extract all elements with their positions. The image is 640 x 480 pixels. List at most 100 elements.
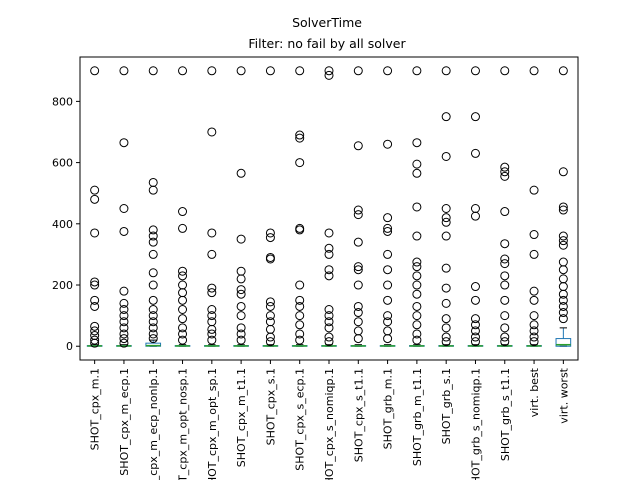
flier	[90, 280, 100, 290]
flier	[412, 231, 422, 241]
flier	[470, 148, 480, 158]
flier	[412, 271, 422, 281]
flier	[412, 320, 422, 330]
chart-title: SolverTime	[292, 15, 362, 30]
flier	[470, 282, 480, 292]
flier	[207, 66, 217, 76]
chart-subtitle: Filter: no fail by all solver	[248, 36, 406, 51]
flier	[236, 168, 246, 178]
flier	[441, 66, 451, 76]
flier	[412, 311, 422, 321]
flier	[441, 314, 451, 324]
flier	[148, 329, 158, 339]
flier	[119, 334, 129, 344]
flier	[529, 295, 539, 305]
flier	[500, 311, 510, 321]
flier	[558, 231, 568, 241]
flier	[470, 337, 480, 347]
flier	[500, 171, 510, 181]
flier	[353, 262, 363, 272]
flier	[441, 151, 451, 161]
flier	[412, 138, 422, 148]
flier	[470, 295, 480, 305]
flier	[558, 295, 568, 305]
flier	[412, 289, 422, 299]
flier	[412, 202, 422, 212]
flier	[470, 332, 480, 342]
plot-frame	[79, 56, 579, 361]
flier	[119, 329, 129, 339]
flier	[265, 233, 275, 243]
flier	[412, 168, 422, 178]
flier	[265, 254, 275, 264]
flier	[353, 141, 363, 151]
flier	[324, 305, 334, 314]
flier	[383, 311, 393, 321]
flier	[90, 66, 100, 76]
flier	[470, 112, 480, 122]
x-tick-label: SHOT_cpx_m_t1.1	[235, 368, 248, 467]
flier	[383, 265, 393, 275]
y-tick-label: 200	[52, 279, 73, 292]
flier	[324, 243, 334, 253]
flier	[383, 280, 393, 290]
flier	[353, 205, 363, 215]
flier	[148, 231, 158, 241]
flier	[324, 70, 334, 80]
flier	[470, 326, 480, 336]
flier	[412, 335, 422, 345]
flier	[353, 317, 363, 327]
flier	[558, 314, 568, 324]
flier	[90, 335, 100, 345]
flier	[295, 335, 305, 345]
flier	[207, 228, 217, 238]
flier	[265, 297, 275, 307]
flier	[324, 271, 334, 281]
flier	[265, 228, 275, 238]
flier	[265, 311, 275, 321]
flier	[295, 320, 305, 330]
flier	[324, 337, 334, 347]
flier	[412, 280, 422, 290]
flier	[207, 288, 217, 298]
flier	[295, 280, 305, 290]
flier	[441, 332, 451, 342]
flier	[500, 239, 510, 249]
x-tick-label: SHOT_grb_s_t1.1	[499, 368, 512, 461]
flier	[178, 223, 188, 233]
flier	[470, 314, 480, 324]
flier	[207, 305, 217, 314]
flier	[324, 332, 334, 342]
flier	[500, 280, 510, 290]
flier	[529, 311, 539, 321]
x-tick-label: SHOT_grb_s.1	[440, 368, 453, 444]
x-tick-label: SHOT_cpx_m.1	[89, 368, 102, 450]
flier	[295, 225, 305, 235]
flier	[558, 205, 568, 215]
flier	[500, 207, 510, 217]
flier	[119, 338, 129, 348]
flier	[441, 323, 451, 333]
flier	[558, 289, 568, 299]
flier	[529, 249, 539, 259]
flier	[383, 223, 393, 233]
flier	[412, 159, 422, 169]
flier	[353, 308, 363, 318]
flier	[148, 268, 158, 278]
flier	[178, 207, 188, 217]
flier	[500, 295, 510, 305]
y-tick-label: 800	[52, 95, 73, 108]
flier	[236, 311, 246, 321]
flier	[500, 332, 510, 342]
flier	[353, 265, 363, 275]
flier	[383, 317, 393, 327]
flier	[529, 320, 539, 330]
flier	[500, 337, 510, 347]
flier	[441, 231, 451, 241]
flier	[324, 249, 334, 259]
flier	[207, 335, 217, 345]
flier	[236, 301, 246, 311]
flier	[236, 274, 246, 284]
flier	[529, 286, 539, 296]
